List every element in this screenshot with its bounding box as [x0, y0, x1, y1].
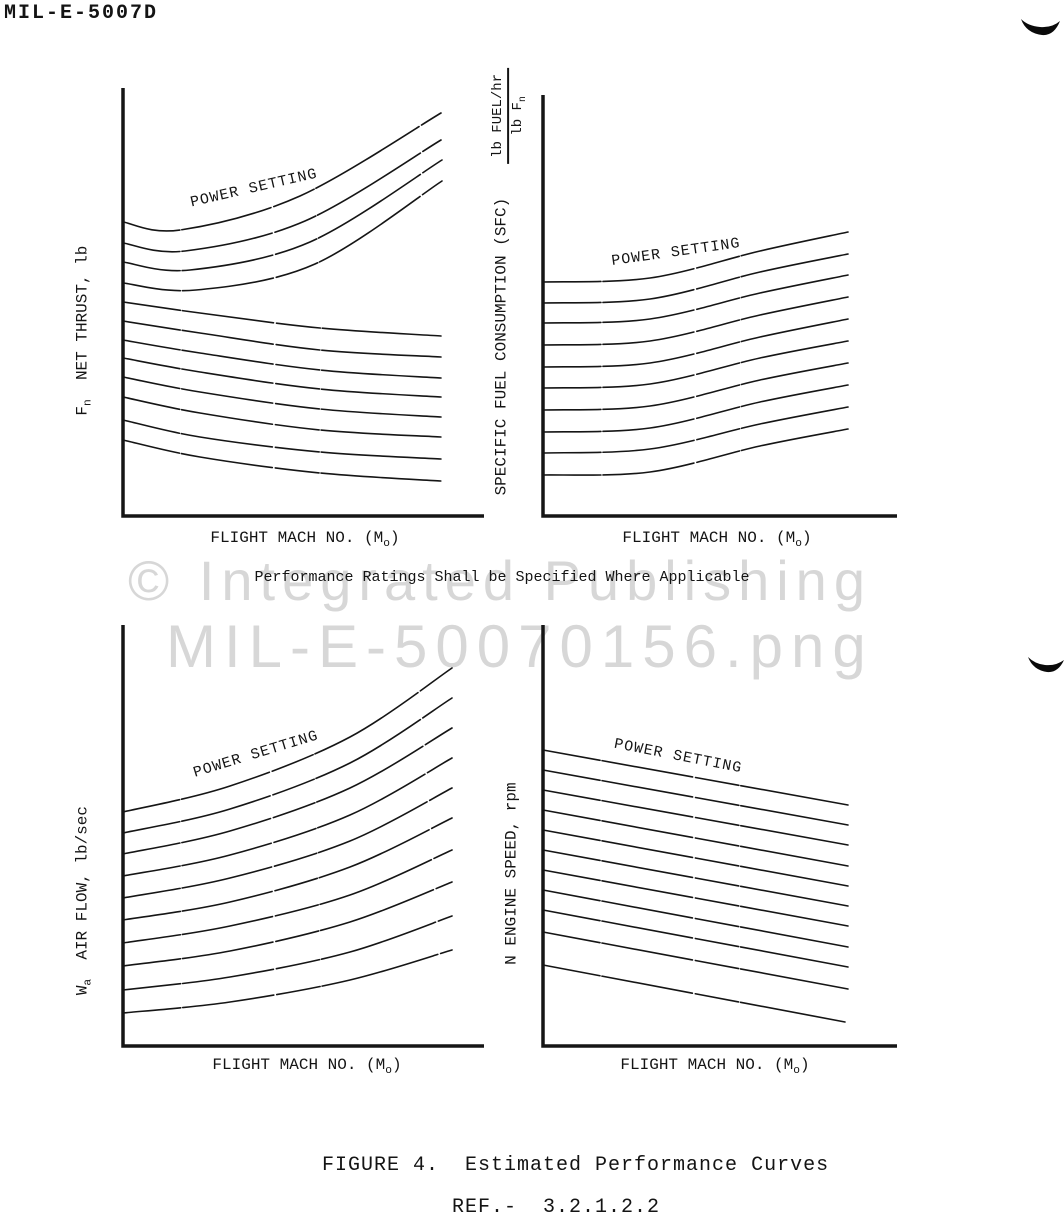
- net-thrust-curve-3: [122, 159, 443, 272]
- air-flow-curve-4: [122, 757, 453, 877]
- air-flow-curve-7: [122, 849, 453, 944]
- page-curl-mark-top-right: [1021, 19, 1060, 36]
- air-flow-y-axis-label: Wa AIR FLOW, lb/sec: [73, 806, 95, 996]
- sfc-curve-5: [542, 318, 849, 368]
- net-thrust-curve-7: [122, 339, 442, 379]
- watermark-filename: MIL-E-50070156.png: [166, 613, 874, 680]
- engine-speed-y-axis-label: N ENGINE SPEED, rpm: [502, 782, 521, 965]
- watermark-publisher: © Integrated Publishing: [128, 549, 872, 612]
- net-thrust-x-axis-label: FLIGHT MACH NO. (Mo): [210, 529, 400, 551]
- engine-speed-curve-11: [542, 964, 846, 1023]
- air-flow-curve-5: [122, 787, 453, 899]
- air-flow-curve-6: [122, 817, 453, 921]
- document-id: MIL-E-5007D: [4, 2, 159, 25]
- figure-caption: FIGURE 4. Estimated Performance Curves: [322, 1154, 830, 1177]
- net-thrust-curve-6: [122, 320, 442, 358]
- sfc-curve-3: [542, 274, 849, 324]
- engine-speed-x-axis-label: FLIGHT MACH NO. (Mo): [620, 1056, 810, 1078]
- net-thrust-curve-11: [122, 419, 442, 460]
- engine-speed-curve-10: [542, 931, 849, 990]
- page-curl-mark-right-middle: [1028, 657, 1064, 673]
- air-flow-curve-9: [122, 915, 453, 991]
- engine-speed-curve-3: [542, 789, 849, 846]
- net-thrust-curve-1: [122, 112, 442, 232]
- air-flow-chart: [121, 625, 484, 1048]
- sfc-units-label: lb FUEL/hr lb Fn: [490, 67, 528, 164]
- engine-speed-curve-8: [542, 889, 849, 948]
- sfc-curve-6: [542, 340, 849, 389]
- sfc-curve-1: [542, 231, 849, 283]
- air-flow-curve-2: [122, 697, 453, 834]
- air-flow-curve-8: [122, 881, 453, 967]
- air-flow-curve-10: [122, 949, 453, 1014]
- engine-speed-axes: [541, 625, 897, 1048]
- net-thrust-curve-8: [122, 357, 442, 398]
- sfc-curve-9: [542, 406, 849, 454]
- net-thrust-curve-10: [122, 396, 442, 438]
- net-thrust-curve-5: [122, 301, 442, 337]
- performance-ratings-note: Performance Ratings Shall be Specified W…: [254, 569, 750, 586]
- engine-speed-curve-4: [542, 809, 849, 867]
- net-thrust-curve-2: [122, 139, 442, 253]
- engine-speed-chart: [541, 625, 897, 1048]
- sfc-y-axis-label: SPECIFIC FUEL CONSUMPTION (SFC): [492, 197, 511, 496]
- air-flow-axes: [121, 625, 484, 1048]
- air-flow-x-axis-label: FLIGHT MACH NO. (Mo): [212, 1056, 402, 1078]
- engine-speed-curve-6: [542, 849, 849, 907]
- sfc-axes: [541, 95, 897, 518]
- engine-speed-curve-9: [542, 909, 849, 968]
- engine-speed-curve-2: [542, 769, 849, 826]
- net-thrust-y-axis-label: Fn NET THRUST, lb: [73, 245, 95, 416]
- sfc-curve-7: [542, 362, 849, 411]
- net-thrust-curve-4: [122, 180, 443, 292]
- engine-speed-curve-5: [542, 829, 849, 887]
- net-thrust-curve-12: [122, 439, 442, 482]
- figure-reference: REF.- 3.2.1.2.2: [452, 1196, 661, 1219]
- air-flow-curve-3: [122, 727, 453, 855]
- air-flow-curve-1: [122, 667, 453, 813]
- sfc-units-numerator: lb FUEL/hr: [490, 67, 510, 164]
- sfc-x-axis-label: FLIGHT MACH NO. (Mo): [622, 529, 812, 551]
- sfc-curve-10: [542, 428, 849, 476]
- sfc-curve-2: [542, 253, 849, 304]
- net-thrust-curve-9: [122, 376, 442, 418]
- sfc-units-denominator: lb Fn: [510, 96, 528, 136]
- sfc-curve-8: [542, 384, 849, 433]
- sfc-chart: [541, 95, 897, 518]
- engine-speed-curve-1: [542, 749, 849, 806]
- net-thrust-axes: [121, 88, 484, 518]
- sfc-curve-4: [542, 296, 849, 346]
- net-thrust-chart: [121, 88, 484, 518]
- engine-speed-curve-7: [542, 869, 849, 927]
